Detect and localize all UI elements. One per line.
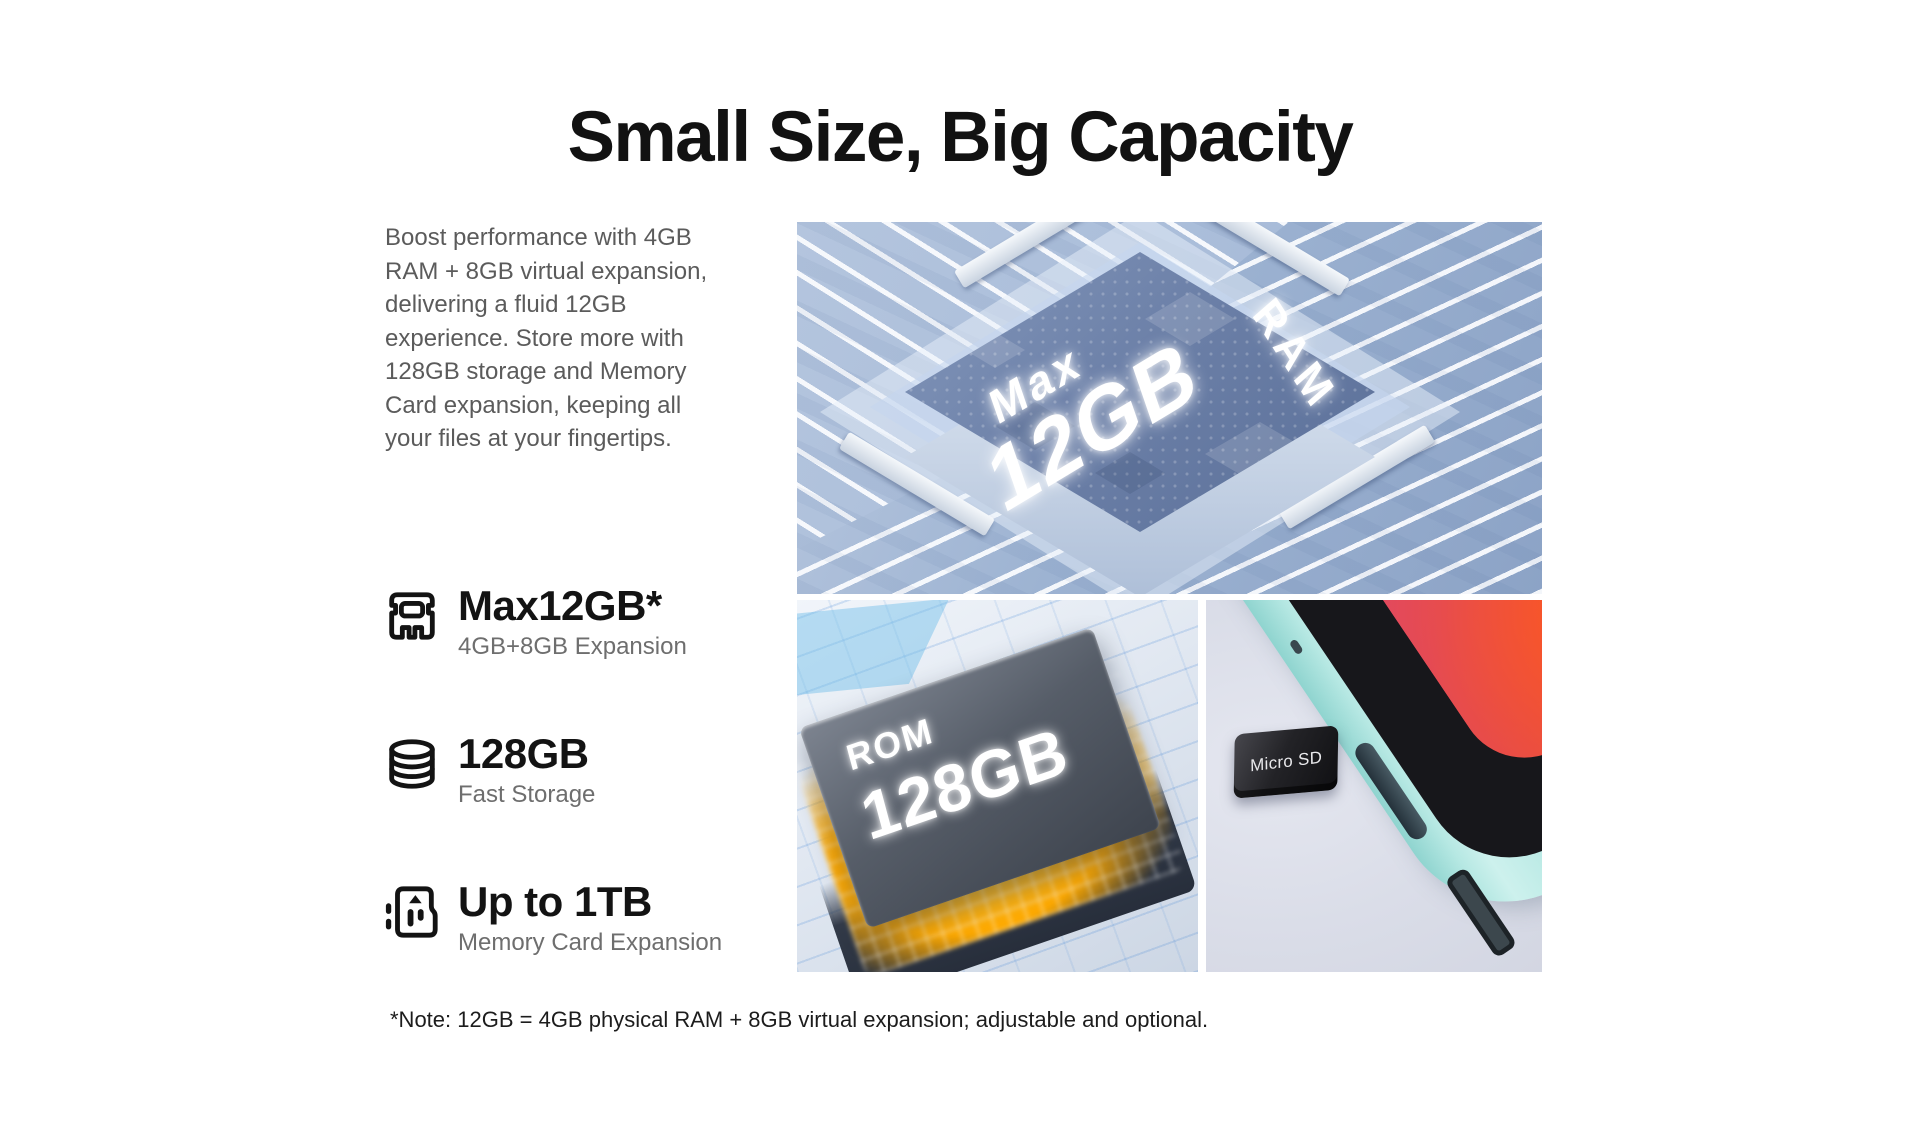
mic-hole bbox=[1288, 638, 1304, 656]
feature-title: Max12GB* bbox=[458, 582, 662, 629]
feature-ram: Max12GB* 4GB+8GB Expansion bbox=[383, 582, 687, 661]
intro-line: RAM + 8GB virtual expansion, bbox=[385, 257, 708, 285]
intro-paragraph: Boost performance with 4GB RAM + 8GB vir… bbox=[385, 221, 707, 456]
intro-line: delivering a fluid 12GB bbox=[385, 291, 627, 318]
page-title: Small Size, Big Capacity bbox=[567, 97, 1354, 177]
intro-line: Card expansion, keeping all bbox=[385, 391, 682, 419]
ram-module-icon bbox=[383, 586, 441, 646]
rom-image: ROM 128GB bbox=[797, 600, 1198, 972]
micro-sd-label: Micro SD bbox=[1249, 747, 1323, 776]
feature-storage: 128GB Fast Storage bbox=[383, 730, 595, 809]
feature-title: Up to 1TB bbox=[458, 878, 652, 925]
feature-subtitle: Fast Storage bbox=[458, 781, 596, 808]
feature-text: 128GB Fast Storage bbox=[458, 730, 595, 809]
feature-subtitle: Memory Card Expansion bbox=[458, 929, 723, 956]
intro-line: Boost performance with 4GB bbox=[385, 224, 692, 251]
usb-c-port bbox=[1444, 866, 1518, 959]
storage-database-icon bbox=[383, 734, 441, 794]
memory-card-icon bbox=[383, 882, 441, 942]
footnote: *Note: 12GB = 4GB physical RAM + 8GB vir… bbox=[390, 1007, 1209, 1032]
tablet-sd-image: Micro SD bbox=[1206, 600, 1542, 972]
intro-line: your files at your fingertips. bbox=[385, 425, 672, 452]
chip-label-size: 12GB bbox=[977, 319, 1209, 533]
intro-line: 128GB storage and Memory bbox=[385, 358, 687, 385]
feature-memory-card: Up to 1TB Memory Card Expansion bbox=[383, 878, 722, 957]
feature-title: 128GB bbox=[458, 730, 589, 777]
feature-text: Up to 1TB Memory Card Expansion bbox=[458, 878, 722, 957]
feature-text: Max12GB* 4GB+8GB Expansion bbox=[458, 582, 687, 661]
feature-subtitle: 4GB+8GB Expansion bbox=[458, 633, 687, 660]
ram-image: Max 12GB RAM bbox=[797, 222, 1542, 594]
micro-sd-card: Micro SD bbox=[1233, 725, 1339, 799]
intro-line: experience. Store more with bbox=[385, 324, 684, 352]
